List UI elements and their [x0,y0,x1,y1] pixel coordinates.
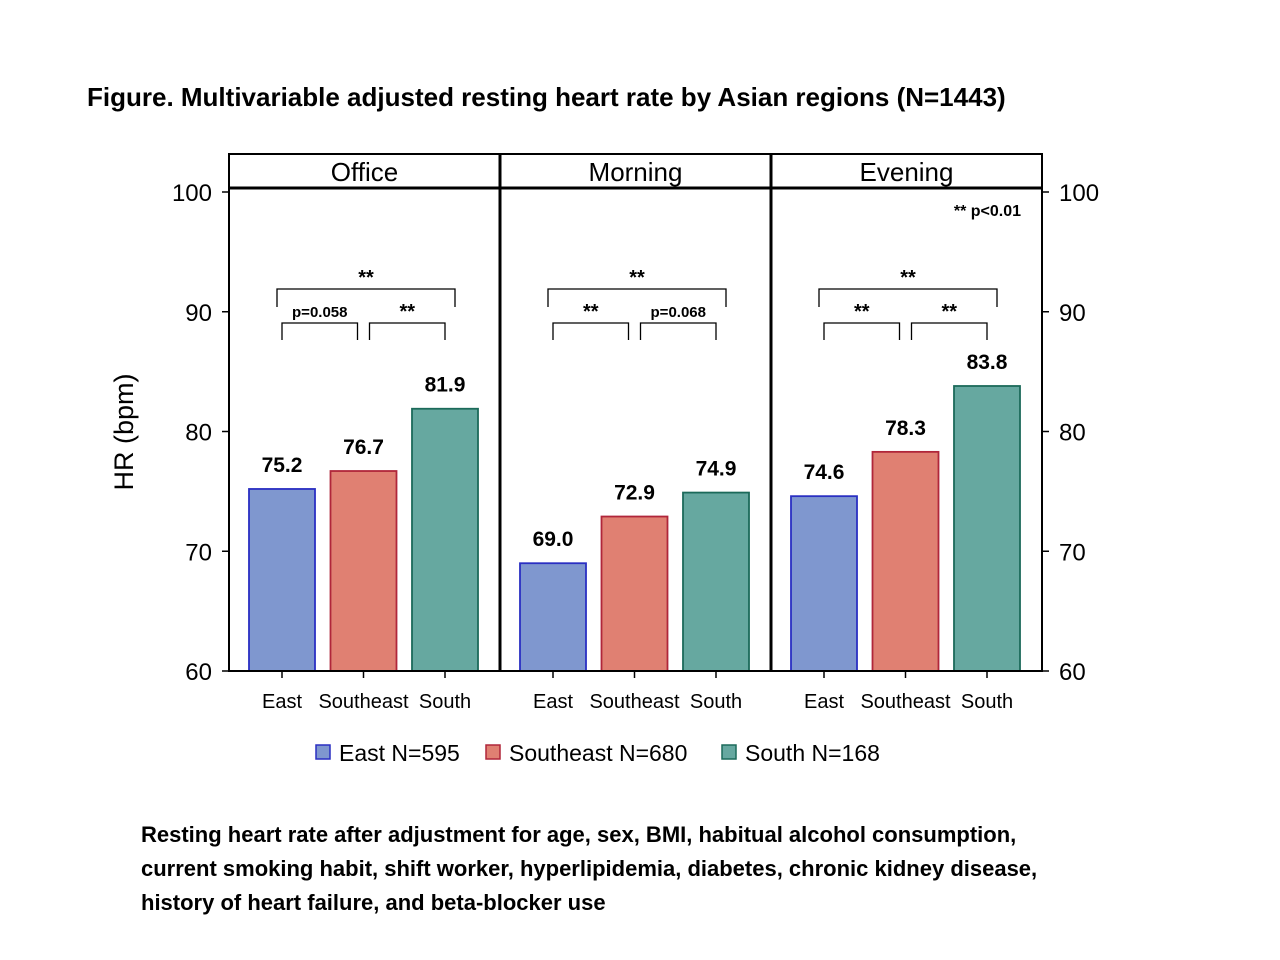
significance-bracket [276,288,456,307]
x-tick-label: South [419,691,471,713]
bar-value-label: 76.7 [343,436,384,459]
significance-label: ** [941,301,957,323]
bar-east [519,562,587,672]
bar-southeast [871,450,940,672]
caption-line: current smoking habit, shift worker, hyp… [141,856,1038,881]
plot-frame [228,153,1043,672]
y-tick-label-right: 60 [1059,659,1086,686]
panel-title: Evening [860,157,954,187]
x-tick-label: East [533,691,573,713]
significance-label: ** [583,301,599,323]
y-axis-label: HR (bpm) [109,373,139,490]
bar-value-label: 83.8 [967,351,1008,374]
x-tick-label: Southeast [589,691,680,713]
significance-bracket [639,322,717,340]
significance-label: ** [854,301,870,323]
significance-note: ** p<0.01 [954,203,1021,220]
legend-swatch-south [721,744,737,760]
bar-value-label: 72.9 [614,482,655,505]
x-tick-label: South [961,691,1013,713]
significance-bracket [910,322,988,340]
significance-label: p=0.058 [292,304,347,321]
x-tick-label: South [690,691,742,713]
caption-line: history of heart failure, and beta-block… [141,890,606,915]
bar-east [248,488,316,672]
bar-value-label: 75.2 [262,454,303,477]
x-tick-label: East [804,691,844,713]
figure-title: Figure. Multivariable adjusted resting h… [87,82,1006,112]
significance-bracket [552,322,630,340]
x-tick-label: Southeast [318,691,409,713]
y-tick-label-left: 90 [185,300,212,327]
y-tick-label-right: 80 [1059,420,1086,447]
significance-bracket [368,322,446,340]
legend-swatch-southeast [485,744,501,760]
y-tick-label-left: 60 [185,659,212,686]
bar-south [953,385,1021,672]
panel-title: Morning [589,157,683,187]
bar-value-label: 74.6 [804,461,845,484]
significance-label: ** [629,267,645,289]
x-tick-label: Southeast [860,691,951,713]
legend-label: East N=595 [339,740,460,766]
y-tick-label-left: 100 [172,180,212,207]
significance-bracket [547,288,727,307]
panel-title: Office [331,157,398,187]
significance-bracket [823,322,901,340]
y-tick-label-right: 70 [1059,539,1086,566]
y-tick-label-right: 90 [1059,300,1086,327]
x-tick-label: East [262,691,302,713]
legend-label: Southeast N=680 [509,740,687,766]
significance-label: ** [358,267,374,289]
bar-south [682,491,750,672]
bar-value-label: 69.0 [533,528,574,551]
bar-value-label: 81.9 [425,374,466,397]
legend-label: South N=168 [745,740,880,766]
significance-bracket [281,322,359,340]
bar-southeast [329,470,398,672]
significance-label: ** [399,301,415,323]
significance-bracket [818,288,998,307]
significance-label: p=0.068 [651,304,706,321]
y-tick-label-left: 80 [185,420,212,447]
y-tick-label-right: 100 [1059,180,1099,207]
bar-southeast [600,515,669,672]
legend-swatch-east [315,744,331,760]
bar-value-label: 74.9 [696,458,737,481]
bar-east [790,495,858,672]
bar-south [411,407,479,672]
significance-label: ** [900,267,916,289]
caption-line: Resting heart rate after adjustment for … [141,822,1017,847]
bar-value-label: 78.3 [885,417,926,440]
caption: Resting heart rate after adjustment for … [141,818,1221,920]
y-tick-label-left: 70 [185,539,212,566]
